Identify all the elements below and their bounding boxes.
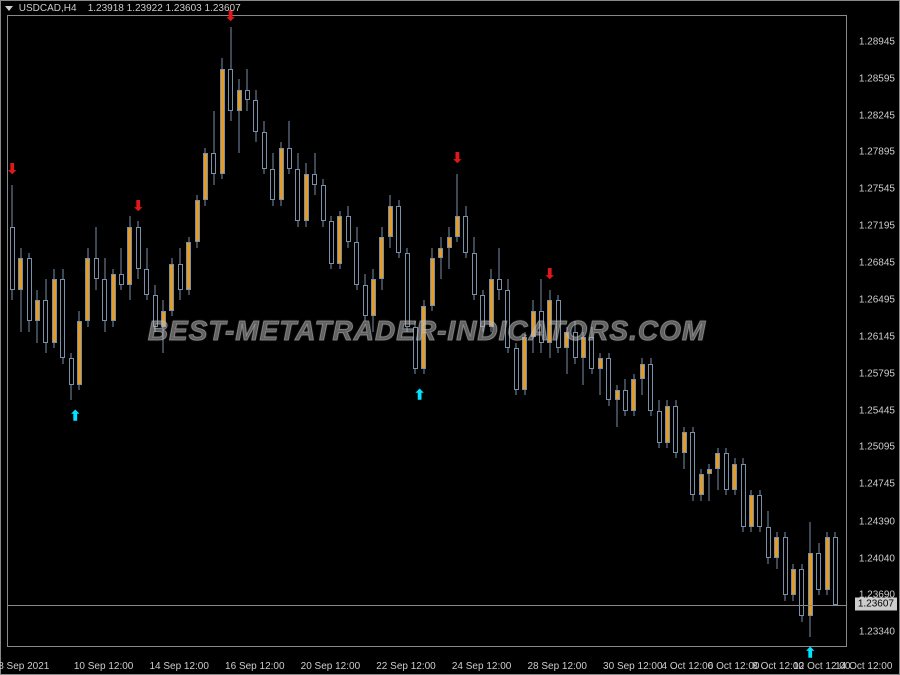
y-tick-label: 1.28945 bbox=[859, 36, 895, 47]
down-arrow-icon: ⬇ bbox=[544, 266, 556, 283]
x-axis: 8 Sep 202110 Sep 12:0014 Sep 12:0016 Sep… bbox=[7, 660, 847, 674]
y-tick-label: 1.27545 bbox=[859, 184, 895, 195]
y-tick-label: 1.23340 bbox=[859, 627, 895, 638]
symbol-label: USDCAD,H4 bbox=[19, 3, 77, 14]
down-arrow-icon: ⬇ bbox=[132, 197, 144, 214]
x-tick-label: 24 Sep 12:00 bbox=[452, 661, 512, 672]
x-tick-label: 8 Sep 2021 bbox=[0, 661, 49, 672]
chart-window[interactable]: USDCAD,H4 1.23918 1.23922 1.23603 1.2360… bbox=[0, 0, 900, 675]
current-price-box: 1.23607 bbox=[855, 598, 897, 611]
y-tick-label: 1.25795 bbox=[859, 368, 895, 379]
y-tick-label: 1.26495 bbox=[859, 294, 895, 305]
y-tick-label: 1.24040 bbox=[859, 553, 895, 564]
x-tick-label: 22 Sep 12:00 bbox=[376, 661, 436, 672]
up-arrow-icon: ⬆ bbox=[414, 387, 426, 404]
chart-plot-area[interactable]: BEST-METATRADER-INDICATORS.COM ⬇⬆⬇⬇⬆⬇⬇⬆ bbox=[7, 15, 847, 647]
up-arrow-icon: ⬆ bbox=[804, 645, 816, 662]
y-tick-label: 1.25445 bbox=[859, 405, 895, 416]
dropdown-icon[interactable] bbox=[5, 6, 13, 11]
y-tick-label: 1.27195 bbox=[859, 221, 895, 232]
x-tick-label: 10 Sep 12:00 bbox=[74, 661, 134, 672]
y-tick-label: 1.25095 bbox=[859, 442, 895, 453]
y-tick-label: 1.24390 bbox=[859, 516, 895, 527]
current-price-line bbox=[8, 605, 846, 606]
watermark: BEST-METATRADER-INDICATORS.COM bbox=[148, 315, 706, 347]
y-tick-label: 1.26145 bbox=[859, 331, 895, 342]
y-tick-label: 1.28595 bbox=[859, 73, 895, 84]
chart-header: USDCAD,H4 1.23918 1.23922 1.23603 1.2360… bbox=[5, 3, 241, 14]
x-tick-label: 4 Oct 12:00 bbox=[662, 661, 714, 672]
x-tick-label: 14 Oct 12:00 bbox=[835, 661, 892, 672]
x-tick-label: 20 Sep 12:00 bbox=[301, 661, 361, 672]
down-arrow-icon: ⬇ bbox=[6, 160, 18, 177]
x-tick-label: 30 Sep 12:00 bbox=[603, 661, 663, 672]
x-tick-label: 28 Sep 12:00 bbox=[527, 661, 587, 672]
x-tick-label: 14 Sep 12:00 bbox=[149, 661, 209, 672]
ohlc-label: 1.23918 1.23922 1.23603 1.23607 bbox=[88, 3, 241, 14]
x-tick-label: 16 Sep 12:00 bbox=[225, 661, 285, 672]
y-tick-label: 1.28245 bbox=[859, 110, 895, 121]
y-tick-label: 1.27895 bbox=[859, 147, 895, 158]
y-tick-label: 1.26845 bbox=[859, 258, 895, 269]
down-arrow-icon: ⬇ bbox=[452, 150, 464, 167]
up-arrow-icon: ⬆ bbox=[69, 408, 81, 425]
y-tick-label: 1.24745 bbox=[859, 479, 895, 490]
y-axis: 1.28945 1.28595 1.28245 1.27895 1.27545 1.271… bbox=[847, 15, 899, 647]
